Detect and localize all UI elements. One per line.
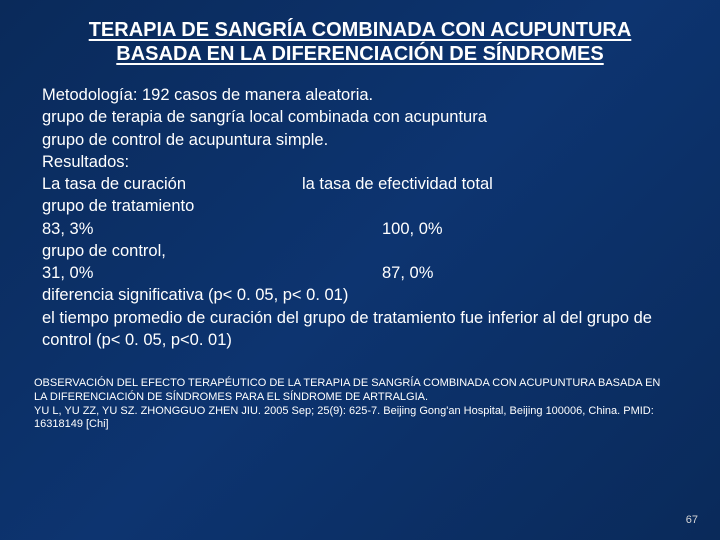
page-number: 67 bbox=[686, 514, 698, 526]
line-time-comparison: el tiempo promedio de curación del grupo… bbox=[42, 307, 682, 352]
col-cure-rate: La tasa de curación bbox=[42, 173, 302, 195]
control-effect-value: 87, 0% bbox=[382, 262, 682, 284]
treatment-cure-value: 83, 3% bbox=[42, 218, 382, 240]
treatment-values: 83, 3% 100, 0% bbox=[42, 218, 682, 240]
line-treatment-group: grupo de tratamiento bbox=[42, 195, 682, 217]
col-effectiveness-rate: la tasa de efectividad total bbox=[302, 173, 682, 195]
citation-ref: YU L, YU ZZ, YU SZ. ZHONGGUO ZHEN JIU. 2… bbox=[34, 405, 662, 433]
slide-title: TERAPIA DE SANGRÍA COMBINADA CON ACUPUNT… bbox=[28, 18, 692, 66]
line-group-control-desc: grupo de control de acupuntura simple. bbox=[42, 129, 682, 151]
control-values: 31, 0% 87, 0% bbox=[42, 262, 682, 284]
treatment-effect-value: 100, 0% bbox=[382, 218, 682, 240]
header-row: La tasa de curación la tasa de efectivid… bbox=[42, 173, 682, 195]
body-text: Metodología: 192 casos de manera aleator… bbox=[28, 84, 692, 351]
line-group-treatment-desc: grupo de terapia de sangría local combin… bbox=[42, 106, 682, 128]
line-control-group: grupo de control, bbox=[42, 240, 682, 262]
control-cure-value: 31, 0% bbox=[42, 262, 382, 284]
citation-title: OBSERVACIÓN DEL EFECTO TERAPÉUTICO DE LA… bbox=[34, 377, 662, 405]
citation-block: OBSERVACIÓN DEL EFECTO TERAPÉUTICO DE LA… bbox=[28, 377, 692, 432]
line-results-label: Resultados: bbox=[42, 151, 682, 173]
line-methodology: Metodología: 192 casos de manera aleator… bbox=[42, 84, 682, 106]
line-significance: diferencia significativa (p< 0. 05, p< 0… bbox=[42, 284, 682, 306]
